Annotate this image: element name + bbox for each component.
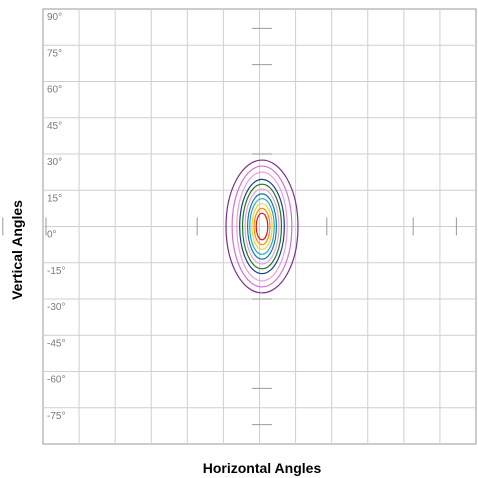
y-tick-label: -30° [47,302,65,313]
y-axis-title: Vertical Angles [9,200,25,300]
reference-markers [2,27,457,426]
contour-line [249,198,275,255]
y-tick-label: -75° [47,411,65,422]
contour-line [251,202,273,251]
contour-line [253,207,271,246]
contour-line [236,171,288,282]
y-tick-label: -60° [47,375,65,386]
contour-line [255,212,269,241]
y-tick-label: 90° [47,12,62,23]
contour-line [247,193,278,260]
contour-line [231,165,293,288]
y-tick-label: -15° [47,266,65,277]
y-tick-label: 15° [47,193,62,204]
contour-line [244,188,280,265]
contours [225,159,299,294]
contour-line [225,159,299,294]
y-tick-label: 30° [47,157,62,168]
x-axis-title: Horizontal Angles [203,460,322,476]
contour-line [241,183,283,270]
y-tick-label: 0° [47,230,57,241]
contour-line [239,178,285,275]
y-tick-label: -45° [47,338,65,349]
y-tick-label: 75° [47,48,62,59]
y-tick-label: 60° [47,85,62,96]
y-tick-labels: 90° 75° 60° 45° 30° 15° 0° -15° -30° -45° -60° -75° [47,12,65,422]
y-tick-label: 45° [47,121,62,132]
